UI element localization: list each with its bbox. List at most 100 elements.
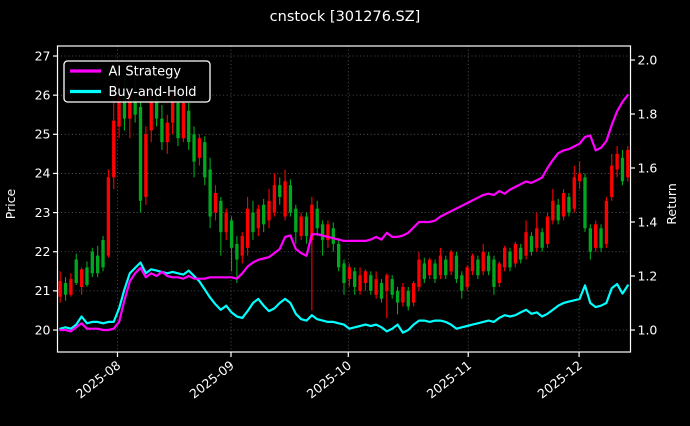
candle-body (299, 216, 303, 237)
candle-body (513, 243, 518, 264)
candle-body (272, 185, 277, 213)
candle-body (85, 267, 89, 285)
candle-body (577, 173, 582, 182)
candle-body (519, 247, 523, 260)
candle-body (358, 275, 362, 291)
candle-body (149, 99, 153, 131)
candle-body (481, 251, 485, 272)
candle-body (422, 263, 426, 280)
candle-body (572, 177, 576, 209)
candle-body (112, 120, 116, 178)
candle-body (626, 149, 630, 178)
return-tick-label: 1.2 (638, 268, 658, 283)
candle-body (128, 95, 132, 119)
candle-body (154, 99, 159, 119)
return-axis-label: Return (664, 183, 679, 224)
candle-body (401, 286, 405, 303)
candle-body (428, 259, 432, 276)
date-tick-label: 2025-10 (304, 358, 354, 402)
candle-body (219, 200, 223, 233)
return-tick-label: 1.6 (638, 160, 658, 175)
candle-body (58, 281, 62, 297)
return-tick-label: 1.4 (638, 214, 658, 229)
candle-body (181, 102, 186, 139)
candle-body (117, 95, 121, 127)
candle-body (192, 134, 196, 162)
candle-body (133, 99, 137, 115)
candle-body (106, 177, 111, 256)
candle-body (497, 263, 501, 284)
candle-body (583, 177, 587, 229)
candle-body (363, 271, 368, 284)
candle-body (138, 106, 143, 201)
candle-body (588, 228, 592, 252)
date-tick-label: 2025-12 (535, 358, 585, 402)
candle-body (486, 255, 491, 272)
price-tick-label: 24 (35, 166, 51, 181)
candle-body (203, 142, 207, 178)
candle-body (101, 239, 105, 268)
candle-body (170, 99, 175, 123)
candle-body (433, 263, 437, 280)
return-tick-label: 2.0 (638, 52, 658, 67)
return-tick-label: 1.0 (638, 322, 658, 337)
date-tick-label: 2025-11 (424, 358, 474, 402)
candle-body (610, 165, 614, 197)
candle-body (176, 102, 180, 139)
candle-body (556, 204, 560, 221)
candle-body (331, 228, 335, 244)
candle-body (187, 110, 191, 143)
candle-body (256, 208, 260, 229)
series-line-ai-strategy (59, 93, 629, 333)
candle-body (353, 271, 357, 287)
candle-body (240, 236, 244, 256)
candle-body (304, 216, 309, 237)
legend-label-ai-strategy: AI Strategy (109, 65, 182, 80)
candle-body (476, 259, 480, 276)
candle-body (449, 251, 453, 272)
candle-body (160, 118, 164, 143)
candle-body (599, 228, 603, 248)
candle-body (74, 259, 78, 284)
candle-body (524, 232, 528, 256)
price-axis-label: Price (3, 188, 18, 219)
candle-body (492, 259, 496, 287)
candle-body (235, 243, 239, 260)
candle-body (615, 153, 619, 170)
candle-body (165, 122, 169, 143)
candle-body (438, 255, 443, 276)
candle-body (90, 251, 94, 274)
candle-body (567, 196, 571, 213)
candle-body (144, 134, 148, 197)
price-tick-label: 20 (35, 322, 51, 337)
candle-body (122, 95, 127, 119)
candle-body (444, 259, 448, 276)
candle-body (406, 290, 410, 307)
candle-body (502, 247, 507, 268)
candle-body (508, 251, 512, 268)
candle-body (336, 243, 341, 268)
candle-body (417, 259, 421, 287)
candle-body (229, 220, 234, 248)
candle-body (620, 157, 625, 182)
date-tick-label: 2025-09 (186, 358, 236, 402)
candle-body (208, 169, 212, 217)
candle-body (604, 200, 609, 244)
candle-body (374, 279, 378, 295)
candle-body (245, 208, 250, 248)
candle-body (379, 283, 384, 299)
candle-body (411, 283, 416, 303)
legend-label-buy-and-hold: Buy-and-Hold (109, 85, 197, 100)
candle-body (535, 228, 539, 248)
candle-body (262, 204, 266, 225)
chart-title: cnstock [301276.SZ] (270, 9, 421, 25)
candle-body (545, 216, 550, 244)
candle-body (288, 185, 293, 213)
candle-body (96, 255, 100, 274)
candle-body (213, 193, 218, 213)
date-tick-label: 2025-08 (73, 358, 123, 402)
candle-body (79, 269, 84, 287)
candle-body (529, 236, 534, 252)
series-line-buy-and-hold (59, 261, 629, 334)
